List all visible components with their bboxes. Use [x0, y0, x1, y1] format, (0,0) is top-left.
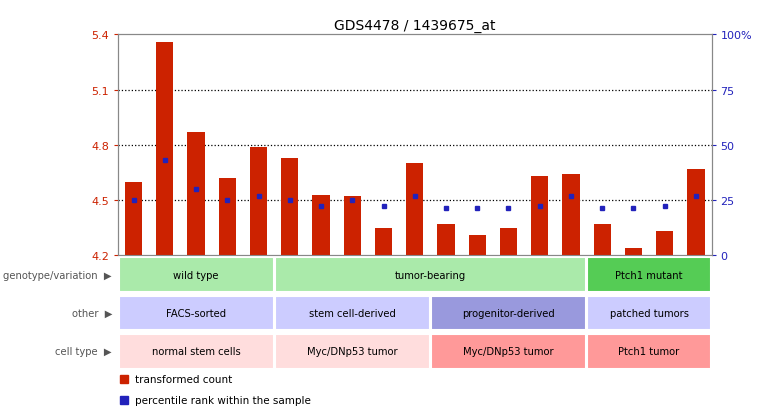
Text: wild type: wild type	[174, 270, 219, 280]
Bar	[594, 225, 611, 256]
Bar	[587, 334, 711, 369]
Text: other  ▶: other ▶	[72, 308, 112, 318]
Text: cell type  ▶: cell type ▶	[56, 347, 112, 356]
Bar	[119, 334, 273, 369]
Bar	[687, 169, 705, 256]
Text: tumor-bearing: tumor-bearing	[395, 270, 466, 280]
Text: Myc/DNp53 tumor: Myc/DNp53 tumor	[307, 347, 397, 356]
Text: normal stem cells: normal stem cells	[151, 347, 240, 356]
Bar	[438, 225, 454, 256]
Bar	[275, 258, 586, 292]
Text: Ptch1 mutant: Ptch1 mutant	[616, 270, 683, 280]
Bar	[156, 43, 174, 256]
Bar	[281, 158, 298, 256]
Bar	[431, 296, 586, 330]
Bar	[562, 175, 580, 256]
Text: progenitor-derived: progenitor-derived	[462, 308, 555, 318]
Text: Myc/DNp53 tumor: Myc/DNp53 tumor	[463, 347, 554, 356]
Bar	[587, 258, 711, 292]
Text: transformed count: transformed count	[135, 374, 232, 384]
Text: FACS-sorted: FACS-sorted	[166, 308, 226, 318]
Text: percentile rank within the sample: percentile rank within the sample	[135, 396, 310, 406]
Bar	[187, 133, 205, 256]
Bar	[625, 249, 642, 256]
Bar	[275, 296, 430, 330]
Bar	[119, 258, 273, 292]
Bar	[218, 178, 236, 256]
Bar	[656, 232, 673, 256]
Text: Ptch1 tumor: Ptch1 tumor	[619, 347, 680, 356]
Bar	[500, 228, 517, 256]
Bar	[431, 334, 586, 369]
Bar	[125, 182, 142, 256]
Bar	[587, 296, 711, 330]
Bar	[250, 147, 267, 256]
Title: GDS4478 / 1439675_at: GDS4478 / 1439675_at	[334, 19, 495, 33]
Bar	[469, 235, 486, 256]
Text: stem cell-derived: stem cell-derived	[309, 308, 396, 318]
Bar	[119, 296, 273, 330]
Bar	[375, 228, 392, 256]
Bar	[275, 334, 430, 369]
Bar	[406, 164, 423, 256]
Text: patched tumors: patched tumors	[610, 308, 689, 318]
Bar	[344, 197, 361, 256]
Bar	[531, 177, 549, 256]
Bar	[313, 195, 330, 256]
Text: genotype/variation  ▶: genotype/variation ▶	[3, 270, 112, 280]
